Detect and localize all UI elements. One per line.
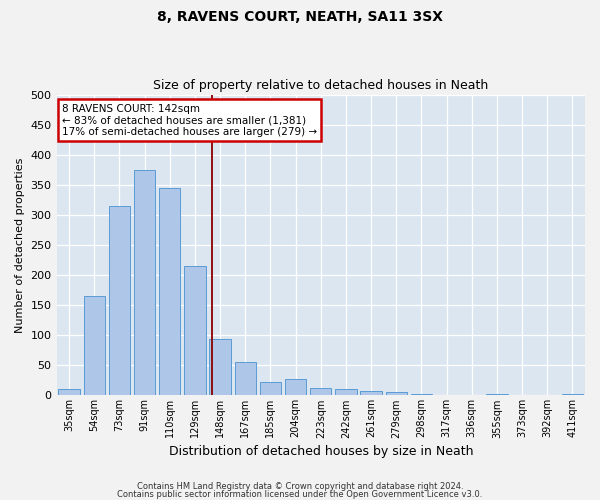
Text: 8, RAVENS COURT, NEATH, SA11 3SX: 8, RAVENS COURT, NEATH, SA11 3SX [157, 10, 443, 24]
Bar [159, 188, 181, 396]
Bar [285, 379, 307, 396]
Bar [260, 382, 281, 396]
Text: Contains HM Land Registry data © Crown copyright and database right 2024.: Contains HM Land Registry data © Crown c… [137, 482, 463, 491]
Text: 8 RAVENS COURT: 142sqm
← 83% of detached houses are smaller (1,381)
17% of semi-: 8 RAVENS COURT: 142sqm ← 83% of detached… [62, 104, 317, 137]
Title: Size of property relative to detached houses in Neath: Size of property relative to detached ho… [153, 79, 488, 92]
Text: Contains public sector information licensed under the Open Government Licence v3: Contains public sector information licen… [118, 490, 482, 499]
Bar [58, 390, 80, 396]
Bar [83, 296, 105, 396]
Bar [235, 362, 256, 396]
X-axis label: Distribution of detached houses by size in Neath: Distribution of detached houses by size … [169, 444, 473, 458]
Bar [109, 206, 130, 396]
Bar [184, 266, 206, 396]
Bar [335, 390, 356, 396]
Bar [310, 388, 331, 396]
Bar [411, 394, 432, 396]
Bar [134, 170, 155, 396]
Bar [562, 394, 583, 396]
Bar [436, 395, 457, 396]
Bar [361, 391, 382, 396]
Bar [511, 395, 533, 396]
Bar [386, 392, 407, 396]
Y-axis label: Number of detached properties: Number of detached properties [15, 158, 25, 332]
Bar [486, 394, 508, 396]
Bar [209, 340, 231, 396]
